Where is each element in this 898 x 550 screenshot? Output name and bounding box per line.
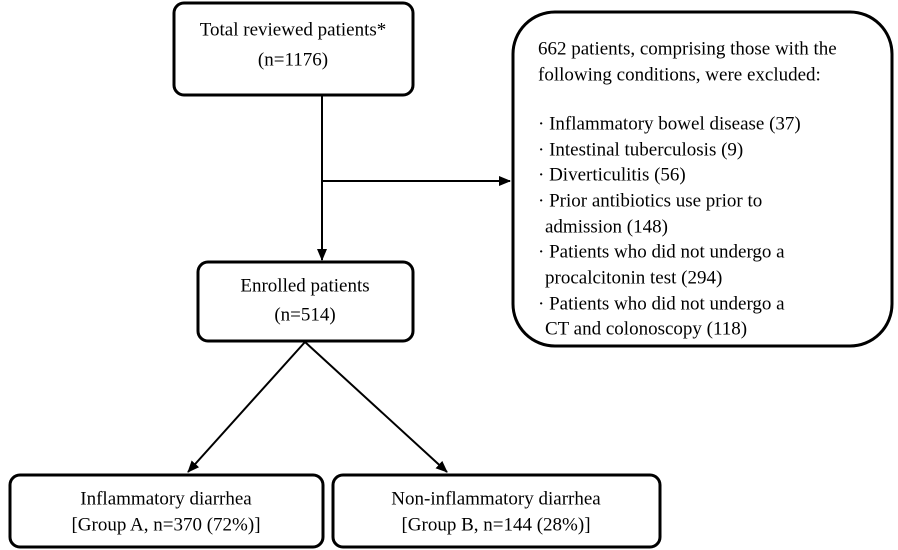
exclusion-item: · Prior antibiotics use prior to xyxy=(538,190,762,211)
arrow xyxy=(187,341,306,473)
exclusion-item: · Intestinal tuberculosis (9) xyxy=(538,139,743,160)
group-b-box xyxy=(331,473,662,549)
box-text: [Group A, n=370 (72%)] xyxy=(71,514,260,535)
box-text: 662 patients, comprising those with the xyxy=(538,38,837,59)
exclusion-item: · Inflammatory bowel disease (37) xyxy=(538,113,801,134)
box-text: following conditions, were excluded: xyxy=(538,64,821,85)
exclusion-item: · Patients who did not undergo a xyxy=(538,241,785,262)
total-box xyxy=(172,1,415,97)
box-text: (n=514) xyxy=(274,304,335,325)
box-text: Inflammatory diarrhea xyxy=(80,488,252,509)
enrolled-box xyxy=(196,260,415,343)
exclusion-item: CT and colonoscopy (118) xyxy=(545,318,747,339)
box-text: Enrolled patients xyxy=(240,275,369,296)
box-text: (n=1176) xyxy=(258,49,328,70)
group-a-box xyxy=(8,473,325,549)
exclusion-item: admission (148) xyxy=(545,216,668,237)
box-text: [Group B, n=144 (28%)] xyxy=(401,514,590,535)
box-text: Non-inflammatory diarrhea xyxy=(391,488,601,509)
arrow xyxy=(304,341,448,473)
exclusion-box xyxy=(511,10,894,348)
exclusion-item: · Diverticulitis (56) xyxy=(538,164,686,185)
box-text: Total reviewed patients* xyxy=(200,19,387,40)
exclusion-item: · Patients who did not undergo a xyxy=(538,293,785,314)
exclusion-item: procalcitonin test (294) xyxy=(545,267,722,288)
